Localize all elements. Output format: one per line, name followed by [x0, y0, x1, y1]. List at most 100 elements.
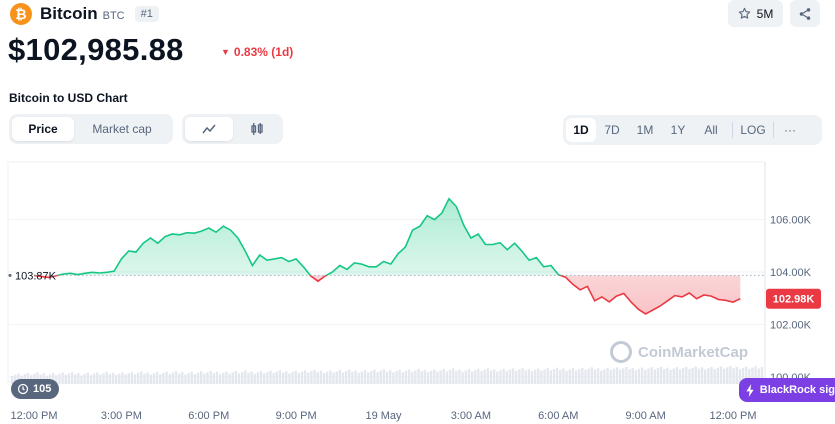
volume-bar: [326, 371, 329, 384]
watchlist-count: 5M: [756, 6, 774, 21]
volume-bar: [407, 369, 411, 384]
price-line-down: [33, 275, 741, 315]
divider: [773, 122, 774, 138]
volume-bar: [322, 373, 326, 384]
volume-bar: [111, 372, 115, 384]
volume-bar: [735, 366, 738, 384]
line-chart-tab[interactable]: [185, 117, 233, 141]
volume-bar: [420, 371, 423, 384]
volume-bar: [675, 367, 679, 384]
volume-bar: [55, 375, 58, 384]
star-icon: [738, 7, 750, 19]
volume-bar: [181, 372, 184, 384]
volume-bar: [105, 371, 108, 384]
volume-bar: [628, 369, 631, 384]
volume-bar: [574, 370, 578, 384]
volume-bar: [344, 370, 348, 384]
volume-bar: [42, 373, 45, 384]
tab-price[interactable]: Price: [12, 117, 74, 141]
volume-bar: [275, 371, 278, 384]
time-range-tabs: 1D 7D 1M 1Y All LOG ···: [563, 115, 822, 145]
volume-bar: [474, 370, 477, 384]
area-below-baseline: [34, 275, 741, 314]
volume-bar: [89, 374, 93, 384]
volume-bar: [96, 372, 99, 384]
range-all[interactable]: All: [704, 123, 718, 137]
candlestick-icon: [250, 123, 263, 135]
volume-bar: [729, 366, 732, 384]
volume-bar: [688, 369, 691, 384]
volume-bar: [508, 369, 512, 384]
volume-bar: [370, 371, 373, 384]
current-price-label: 102.98K: [773, 294, 815, 306]
volume-bar: [124, 374, 127, 384]
candlestick-tab[interactable]: [233, 117, 280, 141]
volume-bar: [496, 371, 499, 384]
volume-bar: [351, 371, 354, 384]
x-tick-label: 6:00 AM: [538, 410, 578, 422]
volume-bar: [244, 370, 247, 384]
volume-bar: [615, 367, 619, 384]
volume-bar: [237, 373, 241, 384]
volume-bar: [489, 370, 493, 384]
volume-bar: [464, 370, 467, 384]
volume-bar: [162, 372, 165, 384]
volume-bar: [338, 369, 341, 384]
price-lines: [33, 197, 765, 315]
volume-bar: [51, 372, 55, 384]
share-button[interactable]: [790, 0, 820, 27]
volume-bar: [357, 372, 360, 384]
volume-bar: [719, 366, 723, 384]
news-badge[interactable]: BlackRock sig: [739, 378, 835, 402]
volume-bar: [741, 367, 745, 384]
volume-bar: [130, 371, 134, 384]
volume-bar: [527, 368, 530, 384]
volume-bar: [363, 370, 367, 384]
price-chart[interactable]: 103.87K100.00K102.00K104.00K106.00K102.9…: [0, 150, 835, 424]
log-scale-toggle[interactable]: LOG: [740, 123, 766, 137]
tab-market-cap[interactable]: Market cap: [92, 122, 152, 136]
volume-bar: [33, 373, 36, 384]
volume-bar: [414, 370, 417, 384]
volume-bar: [209, 370, 212, 384]
volume-bar: [174, 371, 178, 384]
volume-bar: [511, 368, 515, 384]
volume-bar: [559, 369, 562, 384]
volume-bar: [58, 373, 61, 384]
range-1d[interactable]: 1D: [566, 118, 596, 142]
volume-bar: [524, 370, 527, 384]
history-count: 105: [33, 383, 52, 395]
volume-bar: [669, 369, 672, 384]
volume-bar: [647, 368, 650, 384]
volume-bar: [666, 367, 669, 384]
watchlist-button[interactable]: 5M: [728, 0, 783, 27]
volume-bar: [455, 370, 458, 384]
volume-bar: [704, 369, 707, 384]
range-1y[interactable]: 1Y: [670, 123, 686, 137]
volume-bar: [738, 369, 742, 384]
volume-bar: [578, 369, 581, 384]
chart-title: Bitcoin to USD Chart: [9, 91, 128, 105]
more-options-button[interactable]: ···: [784, 123, 796, 137]
range-1m[interactable]: 1M: [636, 123, 654, 137]
volume-bar: [555, 367, 559, 384]
baseline-dot: [8, 273, 12, 277]
history-badge[interactable]: 105: [11, 379, 60, 399]
volume-bar: [247, 372, 250, 384]
price-areas: [34, 198, 741, 314]
volume-bar: [622, 368, 625, 384]
volume-bar: [146, 372, 149, 384]
volume-bar: [644, 369, 647, 384]
volume-bar: [392, 372, 395, 384]
volume-bar: [716, 367, 719, 384]
volume-bar: [404, 370, 408, 384]
coin-name: Bitcoin: [40, 4, 98, 23]
volume-bar: [518, 369, 521, 384]
volume-bar: [269, 370, 272, 384]
volume-bar: [732, 368, 735, 384]
chart-style-tabs: [182, 114, 283, 144]
range-7d[interactable]: 7D: [604, 123, 620, 137]
volume-bar: [341, 372, 345, 384]
volume-bar: [215, 371, 219, 384]
volume-bar: [140, 371, 143, 384]
